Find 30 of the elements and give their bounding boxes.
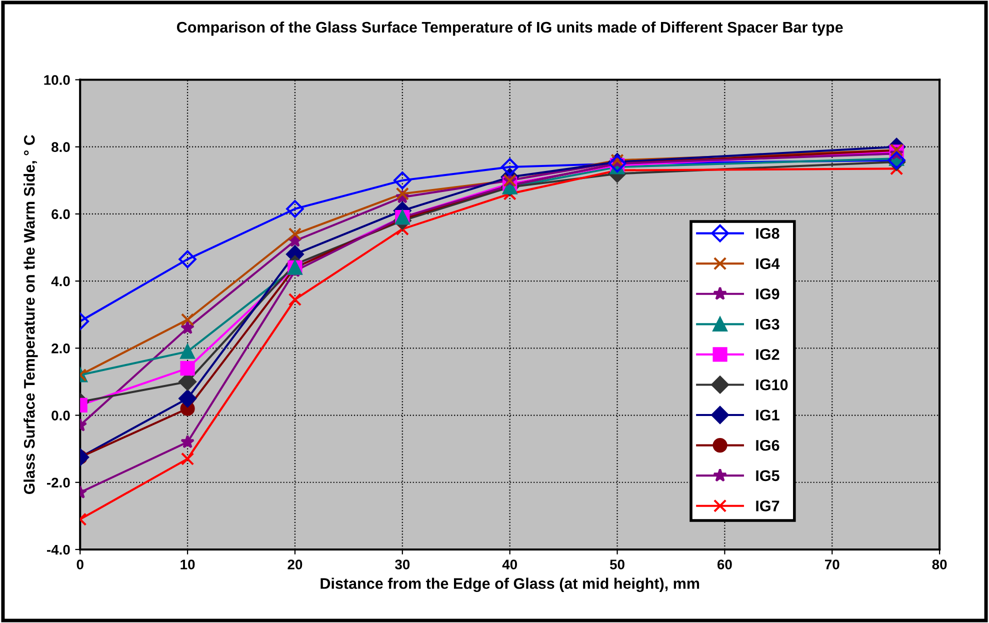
x-tick-label: 70 (824, 560, 840, 570)
legend-label: IG6 (756, 440, 780, 451)
x-tick-label: 80 (932, 560, 947, 570)
x-axis-title: Distance from the Edge of Glass (at mid height), mm (320, 578, 700, 592)
legend-label: IG4 (756, 258, 780, 270)
legend-label: IG3 (756, 318, 780, 330)
y-tick-label: 0.0 (52, 410, 70, 420)
x-tick-label: 30 (394, 560, 410, 570)
legend-label: IG9 (756, 288, 780, 300)
chart-title: Comparison of the Glass Surface Temperature of IG units made of Different Spacer Bar type (176, 21, 843, 36)
legend-label: IG2 (756, 349, 780, 360)
x-tick-label: 50 (610, 560, 624, 570)
y-tick-label: 4.0 (51, 276, 70, 286)
legend-label: IG8 (756, 228, 780, 239)
x-tick-label: 40 (502, 560, 517, 570)
y-axis-title: Glass Surface Temperature on the Warm Side, ° C (24, 134, 38, 494)
x-tick-label: 0 (76, 560, 84, 570)
legend-label: IG10 (756, 379, 788, 390)
x-tick-label: 20 (288, 560, 302, 570)
y-tick-label: 6.0 (52, 209, 70, 220)
legend-label: IG1 (756, 410, 780, 421)
y-tick-label: -2.0 (47, 478, 70, 488)
y-tick-label: 2.0 (52, 344, 70, 354)
legend-label: IG5 (756, 470, 780, 482)
legend-label: IG7 (756, 500, 780, 512)
x-tick-label: 60 (717, 560, 732, 570)
y-tick-label: 10.0 (44, 75, 70, 85)
x-tick-label: 10 (180, 560, 195, 570)
y-tick-label: -4.0 (47, 544, 70, 555)
y-tick-label: 8.0 (52, 142, 70, 152)
